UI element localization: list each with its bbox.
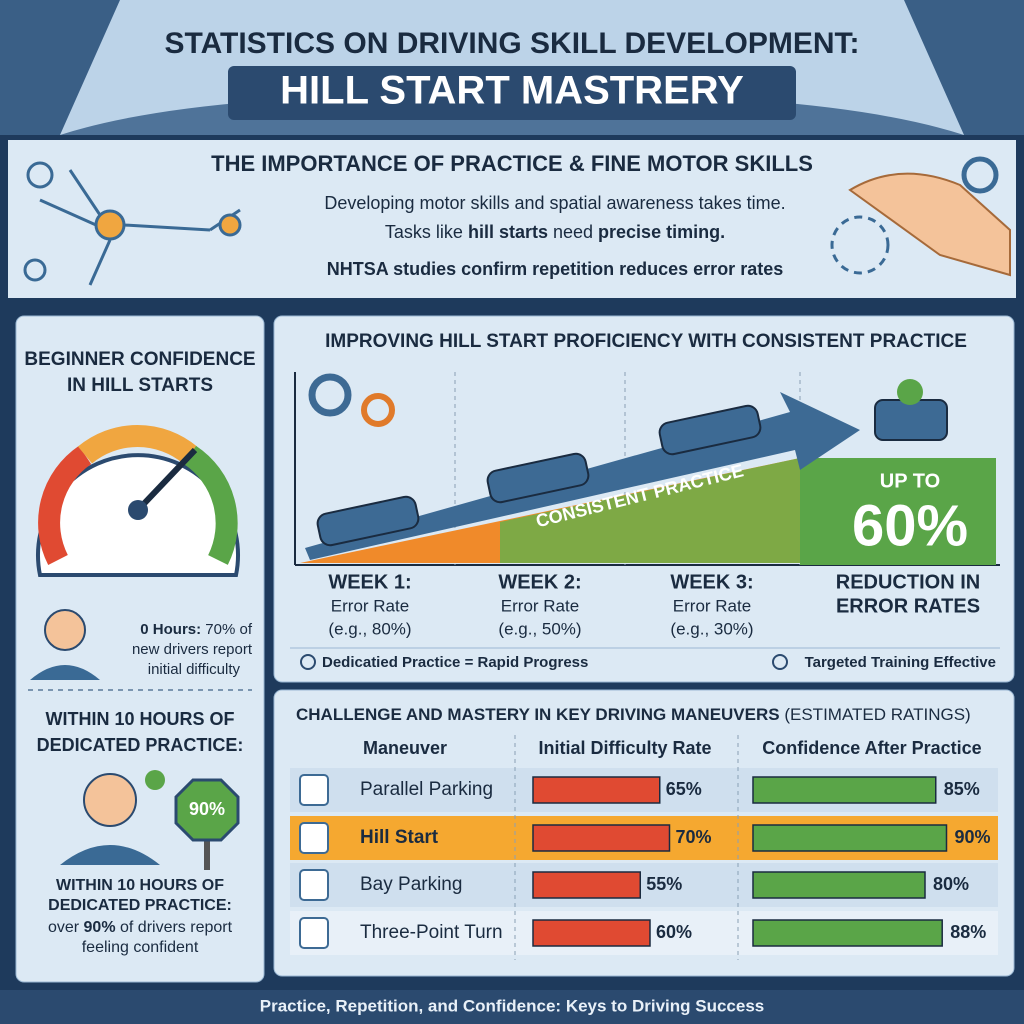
intro-line: Developing motor skills and spatial awar… [324,193,785,213]
difficulty-label: 70% [676,827,712,847]
confidence-label: 80% [933,874,969,894]
text-run: 0 Hours: [140,621,201,638]
difficulty-bar [532,871,641,899]
pillars [0,0,1024,135]
progress-illustration [294,372,1000,566]
maneuver-icon [299,822,329,854]
column-header: Confidence After Practice [762,738,981,758]
week-metric: Error Rate [331,596,409,615]
week-title: WEEK 2: [498,571,581,593]
within-heading: WITHIN 10 HOURS OF [45,709,234,729]
text-run: NHTSA studies confirm [327,259,532,279]
difficulty-label: 55% [646,874,682,894]
difficulty-bar [532,824,671,852]
maneuver: Three-Point Turn [360,922,503,943]
text-run: repetition reduces error rates [532,259,783,279]
within-text: over 90% of drivers report [48,919,233,936]
confidence-label: 85% [944,779,980,799]
target-icon [772,654,788,670]
text-run: need [548,222,598,242]
neuron-icon [23,161,242,286]
confidence-label: 90% [955,827,991,847]
intro-line: NHTSA studies confirm repetition reduces… [327,259,783,279]
text-run: over [48,919,84,936]
intro-heading: THE IMPORTANCE OF PRACTICE & FINE MOTOR … [211,151,813,176]
column-header: Initial Difficulty Rate [538,738,711,758]
worried-driver-icon [30,609,100,680]
zero-hours-text: initial difficulty [148,661,241,678]
title-line1: STATISTICS ON DRIVING SKILL DEVELOPMENT: [164,27,859,60]
zero-hours-text: new drivers report [132,641,253,658]
maneuver-icon [299,917,329,949]
maneuver: Bay Parking [360,874,462,895]
result-caption: ERROR RATES [836,595,980,617]
within-text: feeling confident [82,939,199,956]
text-run: precise timing. [598,222,725,242]
week-title: WEEK 3: [670,571,753,593]
column-header: Maneuver [363,738,447,758]
progress-heading: IMPROVING HILL START PROFICIENCY WITH CO… [325,331,967,352]
confidence-bar [752,919,943,947]
maneuver: Parallel Parking [360,779,493,800]
week-metric: Error Rate [501,596,579,615]
text-run: (ESTIMATED RATINGS) [784,705,970,724]
panel-heading: BEGINNER CONFIDENCE [24,349,255,370]
check-icon [300,654,316,670]
week-metric: Error Rate [673,596,751,615]
text-run: hill starts [468,222,548,242]
result-value: 60% [852,493,968,558]
text-run: CHALLENGE AND MASTERY IN KEY DRIVING MAN… [296,705,780,724]
progress-footer: Targeted Training Effective [805,654,996,671]
title-banner [228,66,796,120]
text-run: Tasks like [385,222,468,242]
table: Maneuver Initial Difficulty Rate Confidenc… [290,735,998,960]
within-text: WITHIN 10 HOURS OF [56,877,224,894]
week-title: WEEK 1: [328,571,411,593]
maneuver: Hill Start [360,827,439,848]
text-run: of drivers report [116,919,233,936]
within-text: DEDICATED PRACTICE: [48,897,232,914]
progress-footer: Dedicatied Practice = Rapid Progress [322,654,588,671]
text-run: 90% [84,919,116,936]
difficulty-label: 60% [656,922,692,942]
confidence-label: 88% [950,922,986,942]
hand-icon [830,156,1011,277]
speed-sign [174,778,240,870]
confidence-bar [752,824,948,852]
intro-line: Tasks like hill starts need precise timi… [385,222,725,242]
maneuver-icon [299,774,329,806]
within-heading: DEDICATED PRACTICE: [37,735,244,755]
zero-hours-text: 0 Hours: 70% of [140,621,253,638]
maneuver-icon [299,869,329,901]
difficulty-bar [532,919,651,947]
text-run: 70% of [201,621,253,638]
footer-bar [0,990,1024,1024]
footer-text: Practice, Repetition, and Confidence: Ke… [260,996,764,1015]
table-title: CHALLENGE AND MASTERY IN KEY DRIVING MAN… [296,705,971,724]
weeks: WEEK 1: Error Rate (e.g., 80%) WEEK 2: Error… [328,571,753,638]
confidence-bar [752,776,937,804]
week-example: (e.g., 30%) [670,619,753,638]
gauge [36,425,240,577]
difficulty-label: 65% [666,779,702,799]
difficulty-bar [532,776,661,804]
week-example: (e.g., 50%) [498,619,581,638]
week-example: (e.g., 80%) [328,619,411,638]
panel-heading: IN HILL STARTS [67,375,213,396]
title-line2: HILL START MASTRERY [280,69,744,113]
sign-text: 90% [189,799,225,819]
confidence-bar [752,871,926,899]
result-caption: REDUCTION IN [836,571,980,593]
happy-driver-icon [60,770,165,865]
result-top: UP TO [880,470,940,492]
